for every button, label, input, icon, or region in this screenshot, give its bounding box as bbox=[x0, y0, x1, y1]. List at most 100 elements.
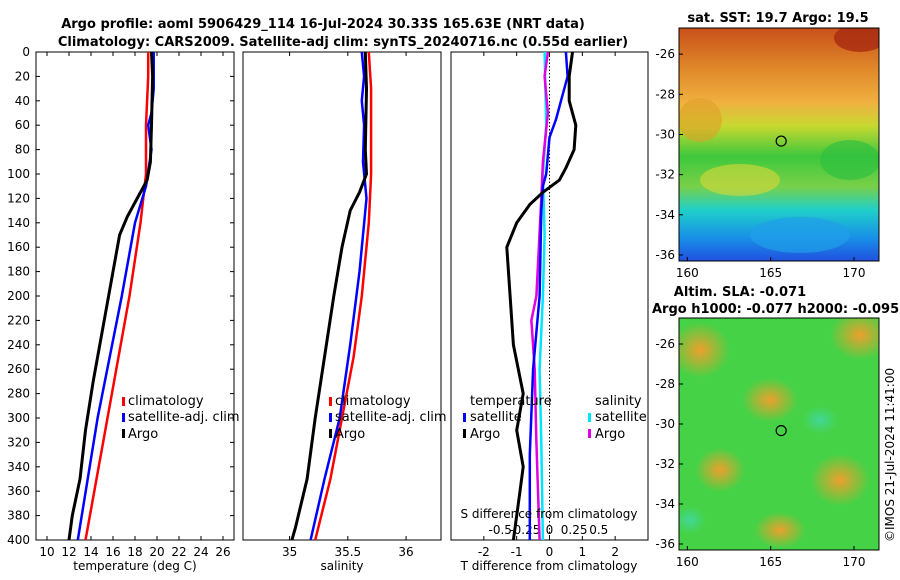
depth-tick-label: 140 bbox=[7, 216, 30, 230]
map-y-tick-label: -32 bbox=[655, 457, 675, 471]
argo-location-marker bbox=[775, 135, 787, 147]
salinity-axes-box bbox=[242, 51, 442, 541]
depth-tick-label: 40 bbox=[15, 94, 30, 108]
legend-label-satellite: satellite-adj. clim bbox=[335, 410, 447, 425]
legend-label-temp-satellite: satellite bbox=[470, 410, 522, 425]
sla-high-patch bbox=[679, 322, 730, 378]
map-y-tick-label: -34 bbox=[655, 497, 675, 511]
x-tick-label: 12 bbox=[61, 545, 76, 559]
depth-tick-label: 160 bbox=[7, 240, 30, 254]
depth-tick-label: 200 bbox=[7, 289, 30, 303]
legend-label-satellite: satellite-adj. clim bbox=[128, 410, 240, 425]
s-difference-tick-label: 0 bbox=[546, 523, 554, 537]
depth-tick-label: 180 bbox=[7, 265, 30, 279]
profile-line-argo bbox=[290, 52, 368, 540]
depth-tick-label: 400 bbox=[7, 533, 30, 547]
profile-line-argo bbox=[505, 52, 578, 540]
map-y-tick-label: -30 bbox=[655, 127, 675, 141]
difference-profile-lines bbox=[505, 52, 578, 540]
legend-swatch-temp-argo bbox=[463, 429, 466, 438]
temperature-xlabel: temperature (deg C) bbox=[73, 559, 196, 573]
sst-blue-patch bbox=[750, 217, 850, 253]
profile-line-temperature-argo-satellite-adj- bbox=[528, 52, 569, 540]
map-x-tick-label: 165 bbox=[759, 266, 782, 280]
s-difference-tick-label: 0.25 bbox=[561, 523, 588, 537]
sla-high-patch bbox=[754, 512, 806, 548]
sla-heatmap bbox=[679, 318, 879, 550]
legend-label-argo: Argo bbox=[335, 427, 365, 442]
sla-high-patch bbox=[695, 448, 745, 492]
profile-line-argo bbox=[67, 52, 155, 540]
x-tick-label: 24 bbox=[193, 545, 208, 559]
sla-map-panel: Altim. SLA: -0.071 Argo h1000: -0.077 h2… bbox=[652, 285, 899, 569]
depth-tick-label: 100 bbox=[7, 167, 30, 181]
map-x-tick-label: 160 bbox=[676, 555, 699, 569]
map-y-tick-label: -28 bbox=[655, 377, 675, 391]
sst-yellow-patch bbox=[700, 164, 780, 196]
sla-high-patch bbox=[830, 318, 879, 360]
depth-tick-label: 260 bbox=[7, 362, 30, 376]
legend-swatch-climatology bbox=[329, 397, 332, 406]
depth-tick-label: 0 bbox=[22, 45, 30, 59]
legend-swatch-satellite bbox=[329, 413, 332, 422]
depth-tick-label: 20 bbox=[15, 69, 30, 83]
depth-tick-label: 220 bbox=[7, 313, 30, 327]
temperature-panel: 0204060801001201401601802002202402602803… bbox=[7, 45, 648, 573]
map-y-tick-label: -26 bbox=[655, 47, 675, 61]
legend-header-salinity: salinity bbox=[595, 394, 642, 409]
legend-label-sal-satellite: satellite bbox=[595, 410, 647, 425]
t-difference-tick-labels: -2 -1 0 1 2 bbox=[478, 52, 619, 559]
sst-warm-patch bbox=[834, 28, 879, 52]
sla-high-patch bbox=[810, 454, 870, 506]
depth-tick-label: 60 bbox=[15, 118, 30, 132]
depth-tick-label: 380 bbox=[7, 509, 30, 523]
sst-map-tick-labels: 160 165 170 -26 -28 -30 -32 -34 -36 bbox=[655, 47, 865, 280]
profile-line-salinity-satellite bbox=[530, 52, 550, 540]
x-tick-label: 0 bbox=[546, 545, 554, 559]
map-x-tick-label: 170 bbox=[843, 266, 866, 280]
temperature-axes-box bbox=[35, 51, 235, 541]
sla-high-patch bbox=[742, 378, 798, 422]
x-tick-label: -2 bbox=[478, 545, 490, 559]
t-difference-xlabel: T difference from climatology bbox=[460, 559, 638, 573]
legend-label-climatology: climatology bbox=[335, 394, 411, 409]
sst-map-title: sat. SST: 19.7 Argo: 19.5 bbox=[687, 11, 868, 26]
argo-location-marker bbox=[775, 425, 787, 437]
legend-swatch-climatology bbox=[122, 397, 125, 406]
depth-tick-label: 80 bbox=[15, 143, 30, 157]
depth-tick-label: 120 bbox=[7, 191, 30, 205]
legend-label-argo: Argo bbox=[128, 427, 158, 442]
x-tick-label: 2 bbox=[611, 545, 619, 559]
legend-swatch-satellite bbox=[122, 413, 125, 422]
map-y-tick-label: -30 bbox=[655, 417, 675, 431]
map-x-tick-label: 165 bbox=[759, 555, 782, 569]
depth-tick-label: 340 bbox=[7, 460, 30, 474]
s-difference-tick-labels: -0.5-0.25 0 0.25 0.5 bbox=[489, 523, 609, 537]
legend-header-temperature: temperature bbox=[470, 394, 552, 409]
figure-title-line1: Argo profile: aoml 5906429_114 16-Jul-20… bbox=[61, 17, 585, 32]
difference-legend: temperature satellite Argo salinity sate… bbox=[463, 394, 647, 442]
difference-panel: -2 -1 0 1 2 -0.5-0.25 0 0.25 0.5 T difference f… bbox=[450, 51, 649, 573]
x-tick-label: 36 bbox=[398, 545, 413, 559]
depth-tick-label: 360 bbox=[7, 484, 30, 498]
sla-map-title: Altim. SLA: -0.071 bbox=[674, 285, 806, 300]
map-y-tick-label: -36 bbox=[655, 537, 675, 551]
legend-swatch-argo bbox=[122, 429, 125, 438]
depth-tick-label: 280 bbox=[7, 387, 30, 401]
sst-map-frame bbox=[678, 27, 880, 262]
map-y-tick-label: -32 bbox=[655, 168, 675, 182]
sst-warm-patch bbox=[679, 98, 722, 142]
x-tick-label: 10 bbox=[39, 545, 54, 559]
x-tick-label: 35 bbox=[282, 545, 297, 559]
salinity-legend: climatology satellite-adj. clim Argo bbox=[329, 394, 447, 442]
salinity-profile-lines bbox=[290, 52, 373, 540]
salinity-xlabel: salinity bbox=[320, 559, 363, 573]
x-tick-label: 35.5 bbox=[334, 545, 361, 559]
sla-map-subtitle: Argo h1000: -0.077 h2000: -0.095 bbox=[652, 302, 899, 317]
legend-label-temp-argo: Argo bbox=[470, 427, 500, 442]
s-difference-tick-label: -0.5 bbox=[489, 523, 512, 537]
legend-label-sal-argo: Argo bbox=[595, 427, 625, 442]
temperature-tick-labels: 10 12 14 16 18 20 22 24 26 bbox=[39, 52, 231, 559]
map-y-tick-label: -36 bbox=[655, 248, 675, 262]
sst-green-patch bbox=[820, 140, 879, 180]
